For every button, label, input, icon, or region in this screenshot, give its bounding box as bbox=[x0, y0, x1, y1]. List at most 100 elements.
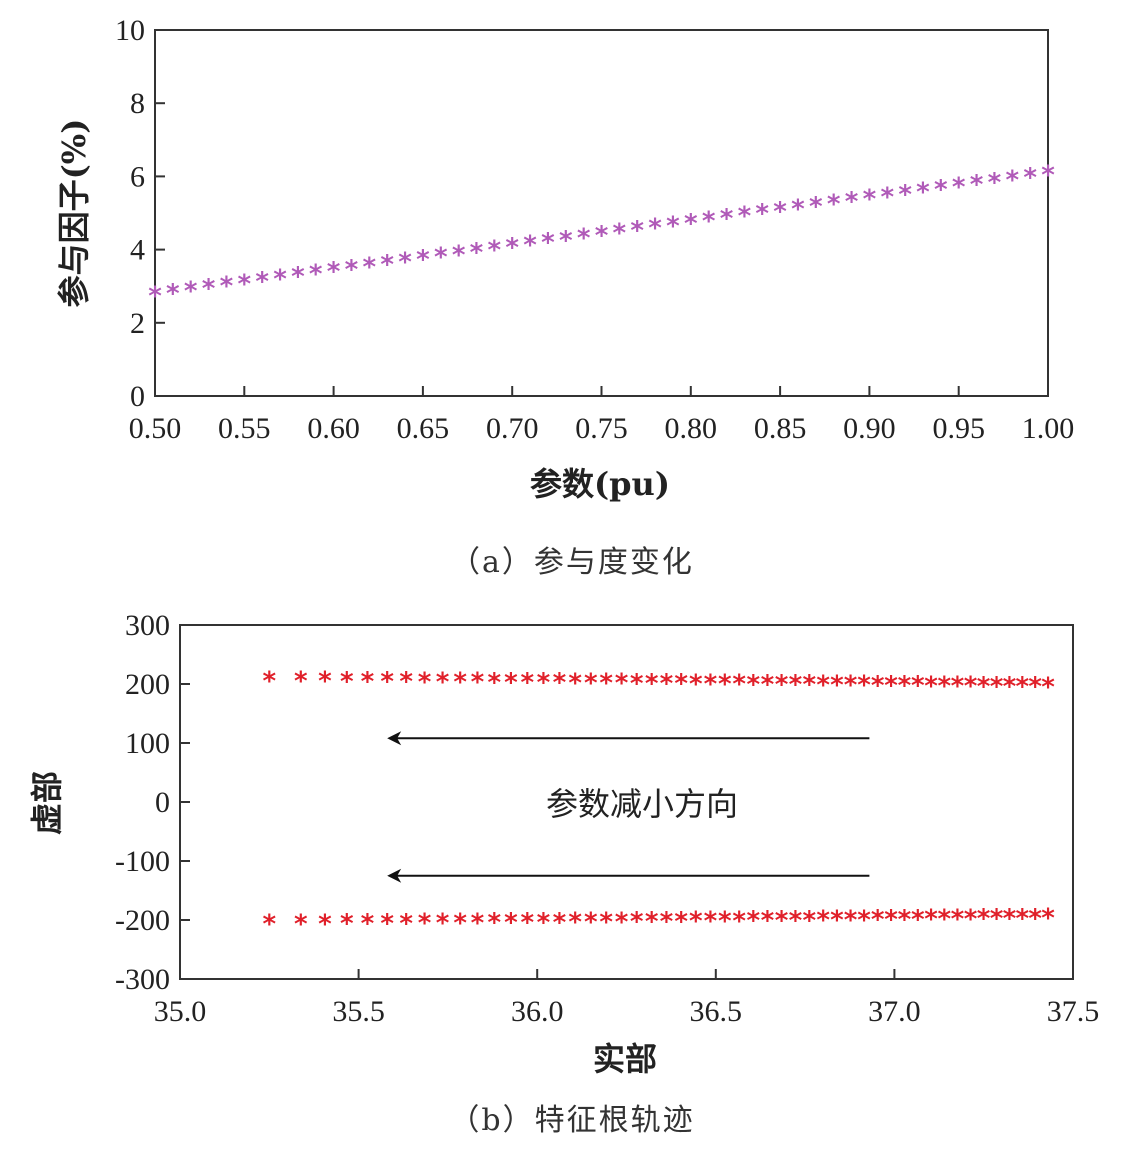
panel-b-x-tick-label: 36.0 bbox=[511, 995, 564, 1028]
panel-b-data-point: * bbox=[399, 909, 413, 939]
panel-b-x-axis: 35.0 35.5 36.0 36.5 37.0 37.5 bbox=[154, 969, 1100, 1028]
panel-a-y-tick-label: 0 bbox=[130, 380, 145, 413]
panel-b-data-point: * bbox=[990, 672, 1004, 702]
panel-b-data-point: * bbox=[537, 908, 551, 938]
panel-b-data-point: * bbox=[262, 666, 276, 696]
panel-b-data-point: * bbox=[990, 904, 1004, 934]
panel-b-data-point: * bbox=[689, 907, 703, 937]
panel-a-data-point: * bbox=[952, 173, 966, 203]
panel-a-data-point: * bbox=[613, 219, 627, 249]
panel-b-x-tick-label: 37.5 bbox=[1047, 995, 1100, 1028]
panel-a-data-point: * bbox=[630, 216, 644, 246]
panel-b-data-point: * bbox=[504, 908, 518, 938]
panel-b-x-label: 实部 bbox=[593, 1040, 657, 1078]
panel-b-data-point: * bbox=[1016, 672, 1030, 702]
panel-b-y-axis: 300 200 100 0 -100 -200 -300 bbox=[115, 609, 190, 996]
panel-b-data-point: * bbox=[630, 907, 644, 937]
panel-a-x-tick-label: 0.70 bbox=[486, 412, 539, 445]
panel-b-data-point: * bbox=[1003, 904, 1017, 934]
panel-a-y-tick-label: 6 bbox=[130, 160, 145, 193]
panel-a-data-point: * bbox=[273, 264, 287, 294]
panel-b-data-point: * bbox=[599, 907, 613, 937]
panel-b-data-point: * bbox=[732, 670, 746, 700]
panel-b-data-point: * bbox=[521, 668, 535, 698]
panel-a-y-tick-label: 10 bbox=[115, 14, 145, 47]
panel-a-data-point: * bbox=[595, 221, 609, 251]
panel-a-x-tick-label: 0.90 bbox=[843, 412, 896, 445]
panel-b-data-point: * bbox=[1041, 904, 1055, 934]
panel-b-data-point: * bbox=[924, 905, 938, 935]
panel-b-data-point: * bbox=[977, 672, 991, 702]
panel-a-data-point: * bbox=[488, 235, 502, 265]
panel-a-y-tick-label: 2 bbox=[130, 307, 145, 340]
panel-b-data-point: * bbox=[660, 669, 674, 699]
panel-b-data-point: * bbox=[1016, 904, 1030, 934]
panel-b-data-point: * bbox=[951, 672, 965, 702]
panel-a-y-label: 参与因子(%) bbox=[55, 119, 93, 308]
panel-b-data-point: * bbox=[340, 909, 354, 939]
panel-b-data-point: * bbox=[937, 671, 951, 701]
panel-b-data-point: * bbox=[844, 905, 858, 935]
panel-a-data-point: * bbox=[470, 238, 484, 268]
panel-a-data-point: * bbox=[452, 240, 466, 270]
panel-a-data-point: * bbox=[237, 269, 251, 299]
panel-b-data-point: * bbox=[871, 905, 885, 935]
panel-a-y-axis: 0 2 4 6 8 10 bbox=[115, 14, 165, 413]
panel-a-data-point: * bbox=[827, 190, 841, 220]
panel-a-data-point: * bbox=[398, 248, 412, 278]
panel-a-data-point: * bbox=[255, 267, 269, 297]
panel-b-data-point: * bbox=[803, 906, 817, 936]
panel-a-data-point: * bbox=[1005, 165, 1019, 195]
panel-a-data-point: * bbox=[505, 233, 519, 263]
panel-a-series: * * * * * * * * * * * * * * * * * * * * * * * * * * * * * * * * * * * * * * * *… bbox=[148, 161, 1055, 312]
panel-b-data-point: * bbox=[380, 909, 394, 939]
panel-b-data-point: * bbox=[568, 908, 582, 938]
panel-b-data-point: * bbox=[361, 667, 375, 697]
panel-b-data-point: * bbox=[521, 908, 535, 938]
panel-b-data-point: * bbox=[537, 668, 551, 698]
panel-b-data-point: * bbox=[630, 669, 644, 699]
panel-a-x-label: 参数(pu) bbox=[530, 465, 670, 503]
panel-b-data-point: * bbox=[599, 669, 613, 699]
panel-a-y-tick-label: 8 bbox=[130, 87, 145, 120]
panel-b-data-point: * bbox=[884, 671, 898, 701]
panel-a-data-point: * bbox=[184, 277, 198, 307]
panel-a-x-tick-label: 0.60 bbox=[307, 412, 360, 445]
panel-b-data-point: * bbox=[553, 668, 567, 698]
panel-b-data-point: * bbox=[830, 670, 844, 700]
panel-b-x-tick-label: 36.5 bbox=[690, 995, 743, 1028]
panel-b-data-point: * bbox=[718, 906, 732, 936]
panel-a-data-point: * bbox=[380, 250, 394, 280]
panel-b-y-tick-label: -300 bbox=[115, 963, 170, 996]
panel-b-data-point: * bbox=[911, 671, 925, 701]
panel-a-x-axis: 0.50 0.55 0.60 0.65 0.70 0.75 0.80 0.85 0.90 0.95… bbox=[129, 386, 1074, 445]
panel-b-data-point: * bbox=[294, 909, 308, 939]
panel-b-data-point: * bbox=[884, 905, 898, 935]
panel-a-data-point: * bbox=[863, 185, 877, 215]
panel-a-x-tick-label: 0.65 bbox=[397, 412, 450, 445]
panel-b-data-point: * bbox=[911, 905, 925, 935]
panel-b-data-point: * bbox=[704, 669, 718, 699]
panel-a-data-point: * bbox=[898, 180, 912, 210]
panel-b-data-point: * bbox=[718, 670, 732, 700]
panel-b-series: * * * * * * * * * * * * * * * * * * * * * * * * * * * * * * * * * * * * * * * *… bbox=[262, 666, 1055, 939]
panel-b-data-point: * bbox=[436, 667, 450, 697]
panel-b-data-point: * bbox=[318, 667, 332, 697]
panel-b-data-point: * bbox=[977, 904, 991, 934]
panel-a-y-tick-label: 4 bbox=[130, 234, 145, 267]
panel-b-data-point: * bbox=[584, 908, 598, 938]
panel-b-data-point: * bbox=[857, 905, 871, 935]
panel-b-data-point: * bbox=[380, 667, 394, 697]
panel-b-y-tick-label: -200 bbox=[115, 904, 170, 937]
panel-a-data-point: * bbox=[666, 211, 680, 241]
panel-b-data-point: * bbox=[816, 670, 830, 700]
panel-b-data-point: * bbox=[645, 669, 659, 699]
panel-b-data-point: * bbox=[871, 671, 885, 701]
panel-a-data-point: * bbox=[1041, 161, 1055, 191]
panel-a-data-point: * bbox=[363, 252, 377, 282]
panel-a-data-point: * bbox=[702, 206, 716, 236]
panel-b-data-point: * bbox=[453, 668, 467, 698]
panel-a-data-point: * bbox=[648, 214, 662, 244]
panel-b-arrow-head bbox=[387, 731, 402, 746]
